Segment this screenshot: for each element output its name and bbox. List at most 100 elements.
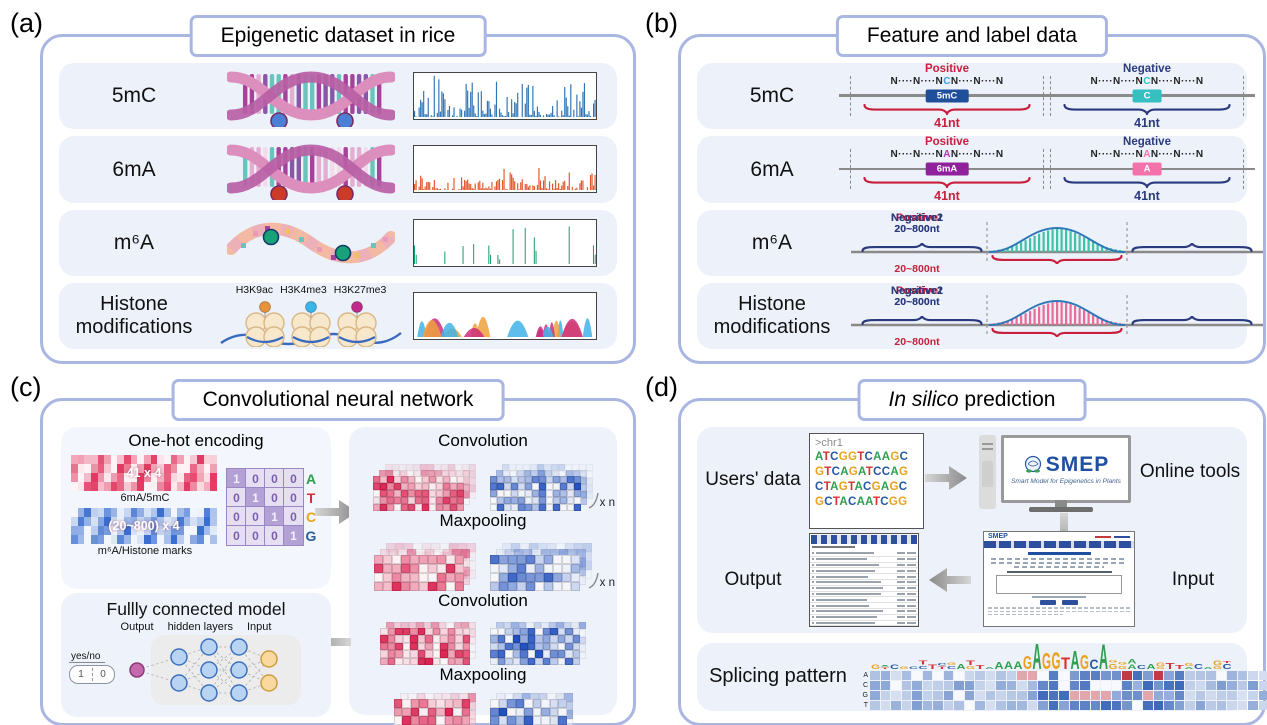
row-6ma-label: 6mA (112, 157, 156, 181)
results-table-screenshot (809, 533, 919, 627)
sequence-axis: 5mC (839, 89, 1055, 103)
svg-text:T: T (976, 665, 987, 670)
svg-text:C: C (1223, 662, 1232, 670)
arrow-to-server-icon (925, 463, 971, 498)
matrix-41x4: 41 x 4 (71, 455, 217, 491)
signal-track-6ma (413, 145, 597, 194)
fc-hidden-label: hidden layers (167, 621, 233, 633)
panel-b-title: Feature and label data (835, 15, 1109, 57)
fully-connected-card: Fullly connected model Output hidden lay… (61, 593, 331, 717)
seq-diagram-6ma-positive: Positive N····N····NAN····N····N 6mA 41n… (839, 136, 1055, 203)
svg-text:T: T (919, 661, 930, 667)
svg-text:C: C (1090, 657, 1099, 670)
peak-diagram-m6a: Negative1 Positive Negative2 20~800nt 20… (847, 212, 1267, 275)
svg-text:A: A (1099, 644, 1108, 670)
one-hot-encoding-card: One-hot encoding 41 x 4 6mA/5mC (20~800)… (61, 427, 331, 589)
smep-logo-text: SMEP (1045, 453, 1110, 476)
svg-text:A: A (1004, 660, 1013, 670)
signal-track-m6a (413, 218, 597, 267)
svg-text:A: A (1185, 666, 1198, 670)
smep-tagline: Smart Model for Epigenetics in Plants (1011, 478, 1121, 485)
panel-b-rows: 5mC Positive N····N····NCN····N····N 5mC… (697, 63, 1263, 349)
svg-text:A: A (1128, 664, 1138, 670)
svg-text:T: T (1061, 654, 1071, 670)
max1-title: Maxpooling (439, 511, 527, 530)
input-label: Input (1171, 569, 1215, 590)
row-5mc-label: 5mC (111, 84, 157, 108)
arrow-to-output-icon (925, 565, 971, 600)
webpage-smep-logo: SMEP (988, 533, 1008, 540)
panel-a-label: (a) (10, 8, 43, 38)
svg-text:G: G (1109, 660, 1118, 664)
panel-d-title: In silico prediction (857, 379, 1087, 421)
panel-b-label: (b) (645, 8, 678, 38)
conv2-title: Convolution (438, 591, 528, 610)
online-tools-label: Online tools (1139, 461, 1241, 482)
svg-text:T: T (881, 668, 895, 670)
svg-text:G: G (1080, 652, 1089, 670)
xn-label: x n (588, 571, 615, 589)
svg-text:G: G (1185, 662, 1195, 667)
row-m6a: m⁶A (59, 209, 617, 276)
svg-text:G: G (871, 664, 880, 670)
svg-text:T: T (966, 660, 976, 667)
b-row-5mc-label: 5mC (749, 84, 795, 108)
maxpool2-blue (490, 693, 573, 725)
svg-text:C: C (919, 665, 929, 670)
row-6ma: 6mA (59, 136, 617, 203)
methyl-box: 6mA (925, 162, 969, 176)
peak-diagram-histone: Negative1 Positive Negative2 20~800nt 20… (847, 285, 1267, 348)
svg-text:A: A (1071, 647, 1080, 670)
svg-text:G: G (900, 665, 909, 670)
svg-text:T: T (1223, 662, 1232, 664)
nucleosome-illustration: H3K9ac H3K4me3 H3K27me3 (219, 284, 404, 348)
svg-text:G: G (966, 665, 975, 670)
heatmap-row-labels: A C G T (862, 672, 868, 709)
panel-c: Convolutional neural network One-hot enc… (40, 379, 636, 725)
svg-text:G: G (1109, 662, 1118, 670)
splicing-pattern-label: Splicing pattern (709, 665, 847, 687)
row-m6a-label: m⁶A (113, 230, 155, 254)
svg-text:A: A (995, 661, 1004, 670)
panel-d: In silico prediction Users' data >chr1 A… (678, 379, 1267, 725)
dna-helix-6ma-illustration (209, 138, 413, 201)
panel-d-label: (d) (645, 372, 678, 402)
computer-tower (979, 435, 996, 509)
svg-text:C: C (938, 663, 949, 667)
seq-diagram-5mc-positive: Positive N····N····NCN····N····N 5mC 41n… (839, 63, 1055, 130)
row-5mc: 5mC (59, 63, 617, 130)
svg-text:T: T (928, 664, 937, 670)
dna-helix-5mc-illustration (209, 65, 413, 128)
signal-track-5mc (413, 72, 597, 121)
svg-text:A: A (1128, 659, 1138, 666)
mark-h3k4me3: H3K4me3 (280, 284, 327, 297)
fasta-sequences: ATCGGTCAAGC GTCAGATCCAG CTAGTACGAGC GCTACAA… (815, 451, 909, 509)
maxpool2-red (393, 693, 476, 725)
matrix-20-800x4: (20~800) x 4 (71, 508, 217, 544)
caption-6ma-5mc: 6mA/5mC (120, 492, 170, 504)
feature-map2-blue (490, 621, 586, 665)
sequence-axis: A (1039, 162, 1255, 176)
one-hot-title: One-hot encoding (128, 431, 264, 450)
fc-title: Fullly connected model (106, 599, 286, 619)
fasta-input-box: >chr1 ATCGGTCAAGC GTCAGATCCAG CTAGTACGAGC G… (809, 433, 924, 529)
seq-diagram-6ma-negative: Negative N····N····NAN····N····N A 41nt (1039, 136, 1255, 203)
webpage-heading (1027, 552, 1091, 555)
prediction-flow-card: Users' data >chr1 ATCGGTCAAGC GTCAGATCCAG… (697, 427, 1247, 633)
svg-text:A: A (985, 666, 997, 670)
panel-a-rows: 5mC 6mA m⁶A Histone modifications (59, 63, 617, 349)
webpage-buttons (984, 600, 1134, 606)
base-box: C (1132, 89, 1162, 103)
svg-text:A: A (1014, 660, 1023, 670)
svg-text:G: G (947, 662, 957, 666)
caption-m6a-histone: m⁶A/Histone marks (97, 545, 193, 557)
mark-h3k9ac: H3K9ac (235, 284, 274, 297)
feature-map2-red (380, 621, 476, 665)
histone-marks-labels: H3K9ac H3K4me3 H3K27me3 (236, 284, 387, 296)
feature-maps-red (373, 464, 476, 511)
seq-diagram-5mc-negative: Negative N····N····NCN····N····N C 41nt (1039, 63, 1255, 130)
